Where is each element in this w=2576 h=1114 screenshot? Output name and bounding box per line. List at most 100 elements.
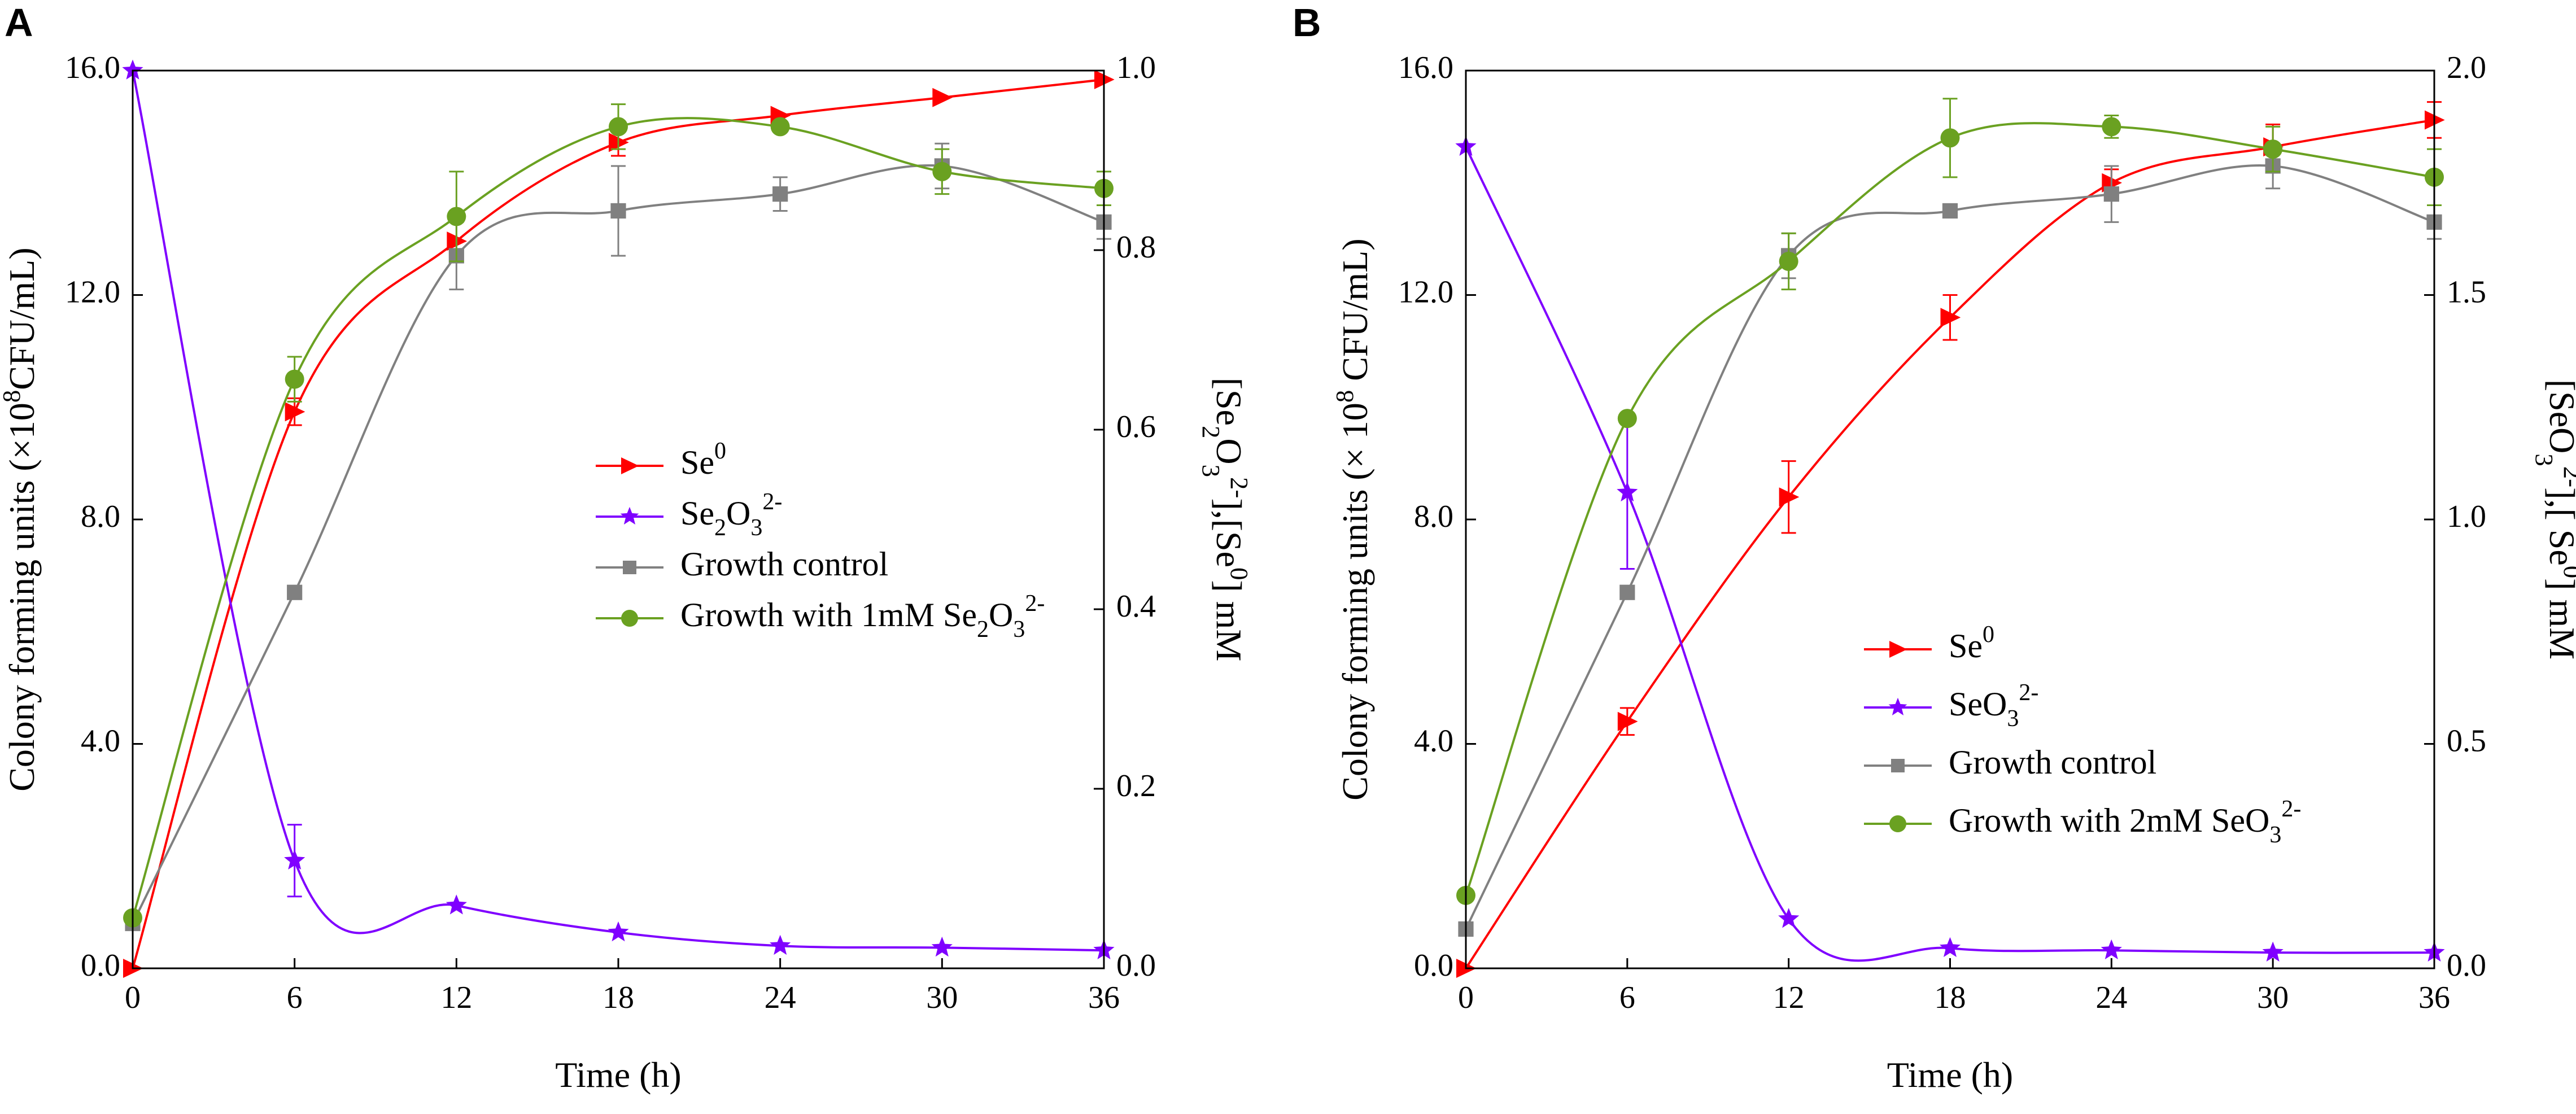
data-point-star: [1778, 908, 1800, 928]
data-point-square: [2103, 186, 2119, 202]
y2-tick-label: 1.0: [1116, 50, 1156, 85]
data-point-circle: [1779, 251, 1798, 271]
y-tick-label: 16.0: [65, 50, 120, 85]
y2-tick-label: 0.2: [1116, 768, 1156, 803]
legend-label: Se2O32-: [680, 489, 782, 541]
data-point-circle: [285, 369, 304, 389]
data-point-triangle: [1940, 308, 1961, 327]
y2-axis-label: [SeO32-],[ Se0] mM: [2530, 379, 2576, 659]
x-axis-label: Time (h): [1887, 1055, 2013, 1095]
x-tick-label: 18: [1935, 980, 1966, 1015]
x-tick-label: 18: [602, 980, 634, 1015]
y2-axis-label: [Se2O32-],[Se0] mM: [1197, 378, 1254, 662]
data-point-triangle: [621, 457, 639, 474]
series-line: [1465, 164, 2435, 930]
y-tick-label: 12.0: [1398, 274, 1453, 309]
x-tick-label: 12: [1773, 980, 1805, 1015]
y-axis-label: Colony forming units (×108CFU/mL): [0, 247, 42, 791]
x-tick-label: 36: [2418, 980, 2450, 1015]
y2-tick-label: 0.0: [2447, 948, 2486, 983]
data-point-circle: [2263, 139, 2283, 159]
data-point-circle: [447, 207, 466, 226]
legend-label: Growth with 2mM SeO32-: [1949, 796, 2301, 848]
data-point-square: [287, 584, 303, 600]
data-point-circle: [932, 161, 952, 181]
legend-label: SeO32-: [1949, 680, 2038, 732]
y2-tick-label: 1.5: [2447, 274, 2486, 309]
y-tick-label: 0.0: [1414, 948, 1453, 983]
x-tick-label: 36: [1088, 980, 1120, 1015]
data-point-circle: [2102, 117, 2121, 137]
data-point-square: [1891, 759, 1905, 772]
data-point-star: [931, 936, 953, 957]
series-line: [1465, 146, 2435, 962]
data-point-square: [1619, 584, 1635, 600]
y-tick-label: 8.0: [81, 499, 120, 534]
x-tick-label: 30: [2257, 980, 2289, 1015]
data-point-star: [122, 59, 143, 80]
legend-label: Growth with 1mM Se2O32-: [680, 591, 1045, 643]
panel-b: B 0 6 12 18 24 30 36 Time (h) 0.0 4.0 8.0 12.0 16.0 0…: [1288, 0, 2576, 1111]
y-axis-label: Colony forming units (× 108 CFU/mL): [1330, 238, 1375, 800]
data-point-star: [284, 849, 305, 870]
y2-tick-label: 0.6: [1116, 409, 1156, 444]
chart-b: 0 6 12 18 24 30 36 Time (h) 0.0 4.0 8.0 12.0 16.0 0.0…: [1330, 50, 2576, 1095]
series-line: [1465, 119, 2435, 969]
data-point-triangle: [1889, 641, 1907, 658]
panel-label: B: [1293, 1, 1321, 45]
data-point-star: [608, 921, 629, 942]
data-point-triangle: [285, 402, 305, 422]
data-point-triangle: [932, 88, 953, 107]
data-point-square: [623, 561, 636, 574]
y-tick-label: 4.0: [1414, 723, 1453, 758]
data-point-star: [1888, 697, 1907, 715]
x-tick-label: 24: [2095, 980, 2127, 1015]
y-tick-label: 16.0: [1398, 50, 1453, 85]
x-tick-label: 30: [926, 980, 958, 1015]
y2-tick-label: 1.0: [2447, 499, 2486, 534]
data-point-circle: [770, 117, 790, 137]
data-point-star: [1617, 481, 1638, 502]
data-point-circle: [1617, 409, 1637, 429]
series-line: [1465, 122, 2435, 896]
y2-tick-label: 0.8: [1116, 230, 1156, 265]
x-tick-label: 0: [125, 980, 141, 1015]
data-point-triangle: [1779, 487, 1800, 507]
x-tick-label: 0: [1458, 980, 1474, 1015]
y2-tick-label: 0.4: [1116, 589, 1156, 624]
legend-label: Se0: [1949, 622, 1994, 665]
y-tick-label: 4.0: [81, 723, 120, 758]
data-point-circle: [1889, 815, 1906, 832]
series-line: [132, 70, 1104, 952]
y2-tick-label: 0.0: [1116, 948, 1156, 983]
data-point-circle: [609, 117, 628, 137]
data-point-square: [1942, 203, 1958, 219]
x-tick-label: 6: [287, 980, 303, 1015]
legend-label: Growth control: [1949, 744, 2156, 781]
data-point-square: [772, 186, 788, 202]
data-point-circle: [1940, 128, 1960, 148]
legend-label: Growth control: [680, 545, 888, 583]
series-line: [132, 117, 1104, 919]
y-tick-label: 0.0: [81, 948, 120, 983]
data-point-star: [2262, 941, 2284, 962]
legend-label: Se0: [680, 438, 726, 481]
data-point-triangle: [1617, 711, 1638, 731]
data-point-square: [610, 203, 626, 219]
series-line: [132, 164, 1104, 924]
panel-a: A 0 6 12 18 24 30 36 Time (h) 0.0 4.0 8.0 12.0 16.0 0…: [0, 0, 1288, 1111]
series-line: [132, 78, 1104, 969]
panel-label: A: [5, 1, 33, 45]
x-tick-label: 12: [440, 980, 472, 1015]
data-point-circle: [621, 610, 638, 627]
chart-a: 0 6 12 18 24 30 36 Time (h) 0.0 4.0 8.0 12.0 16.0 0.0…: [0, 50, 1254, 1095]
y-tick-label: 8.0: [1414, 499, 1453, 534]
data-point-star: [620, 506, 639, 525]
y2-tick-label: 2.0: [2447, 50, 2486, 85]
y2-tick-label: 0.5: [2447, 723, 2486, 758]
data-point-star: [1939, 937, 1961, 957]
x-axis-label: Time (h): [555, 1055, 681, 1095]
x-tick-label: 24: [765, 980, 796, 1015]
x-tick-label: 6: [1619, 980, 1635, 1015]
data-point-star: [446, 894, 467, 915]
